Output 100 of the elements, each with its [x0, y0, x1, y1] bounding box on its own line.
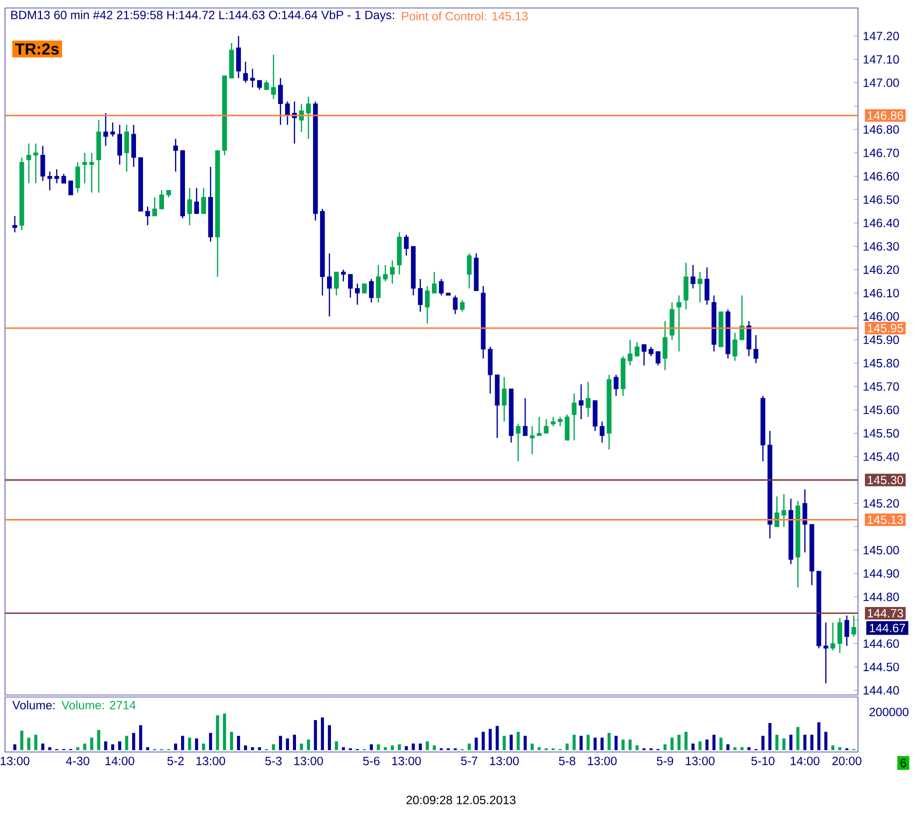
bar — [712, 734, 716, 750]
bar — [768, 723, 772, 750]
candlestick — [746, 320, 752, 357]
candlestick — [676, 294, 682, 352]
candlestick — [586, 381, 590, 418]
candlestick — [33, 142, 38, 184]
candlestick — [656, 350, 660, 366]
candlestick — [26, 142, 32, 184]
candlestick — [257, 80, 262, 90]
candlestick — [271, 54, 276, 100]
candlestick — [578, 384, 584, 420]
candlestick — [201, 187, 206, 214]
candlestick — [851, 614, 856, 638]
x-tick-label: 14:00 — [790, 756, 820, 766]
x-tick-label: 13:00 — [392, 756, 421, 766]
bar — [586, 734, 590, 750]
ref-line-label: 145.13 — [868, 515, 904, 524]
bar — [258, 747, 262, 750]
bar — [118, 741, 122, 750]
x-tick-label: 13:00 — [490, 756, 519, 766]
bar — [334, 741, 338, 750]
y-tick-label: 144.50 — [864, 662, 899, 672]
bar — [250, 747, 254, 750]
candlestick — [740, 294, 744, 340]
y-tick-label: 146.40 — [864, 218, 899, 228]
bar — [286, 738, 290, 750]
ref-line-label: 145.95 — [868, 324, 904, 332]
candlestick — [642, 344, 646, 366]
candlestick — [110, 122, 116, 138]
y-tick-label: 147.20 — [864, 32, 899, 40]
bar — [502, 736, 506, 750]
y-tick-label: 145.60 — [864, 406, 899, 414]
candlestick — [285, 100, 290, 126]
bar — [677, 734, 681, 750]
candlestick — [124, 124, 130, 172]
bar — [320, 718, 324, 750]
bar — [726, 744, 730, 750]
bar — [418, 744, 422, 750]
candlestick — [89, 152, 94, 194]
x-tick-label: 13:00 — [196, 756, 226, 766]
bar — [188, 738, 192, 750]
bar — [125, 736, 128, 750]
bar — [474, 738, 478, 750]
candlestick — [47, 170, 52, 191]
bar — [404, 746, 408, 750]
candlestick — [614, 374, 618, 396]
candlestick — [362, 283, 367, 294]
y-tick-label: 145.00 — [864, 546, 899, 554]
candlestick — [152, 196, 157, 217]
candlestick — [634, 342, 640, 357]
candlestick — [564, 414, 570, 441]
bar — [831, 745, 834, 750]
bar — [34, 734, 38, 750]
bar — [174, 744, 178, 750]
y-tick-label: 146.70 — [864, 148, 899, 158]
candlestick — [460, 299, 465, 312]
x-tick-label: 5-7 — [461, 756, 478, 766]
candlestick — [466, 252, 472, 289]
candlestick — [732, 332, 738, 362]
candlestick — [369, 278, 374, 304]
bar — [390, 745, 394, 750]
candlestick — [54, 168, 60, 184]
bar — [244, 745, 248, 750]
candlestick — [704, 266, 710, 306]
bar — [719, 738, 722, 750]
bar — [810, 734, 814, 750]
bar — [146, 747, 150, 750]
x-tick-label: 14:00 — [106, 756, 134, 766]
x-tick-label: 5-3 — [265, 756, 282, 766]
y-tick-label: 146.80 — [864, 125, 899, 134]
candlestick — [698, 271, 702, 304]
y-tick-label: 145.40 — [864, 452, 899, 461]
bar — [195, 738, 198, 750]
bar — [600, 738, 604, 750]
bar — [594, 738, 597, 750]
candlestick — [536, 416, 542, 436]
x-tick-label: 5-6 — [363, 756, 380, 766]
bar — [740, 747, 744, 750]
bar — [181, 736, 184, 750]
bar — [139, 725, 142, 750]
bar — [698, 741, 702, 750]
annotation: TR:2s — [15, 43, 59, 55]
bar — [566, 744, 569, 750]
bar — [789, 734, 792, 750]
bar — [306, 740, 310, 750]
bar — [670, 738, 674, 750]
x-tick-label: 5-8 — [558, 756, 576, 766]
candlestick — [522, 398, 528, 436]
candlestick — [68, 180, 74, 196]
bar — [622, 740, 625, 750]
text: 144.67 — [870, 624, 906, 632]
x-tick-label: 13:00 — [588, 756, 617, 766]
candlestick — [628, 339, 632, 366]
candlestick — [250, 68, 255, 88]
bar — [76, 747, 80, 750]
candlestick — [648, 346, 654, 357]
y-tick-label: 144.60 — [864, 639, 899, 648]
bar — [111, 744, 114, 750]
bar — [572, 734, 576, 750]
candlestick — [432, 271, 437, 294]
